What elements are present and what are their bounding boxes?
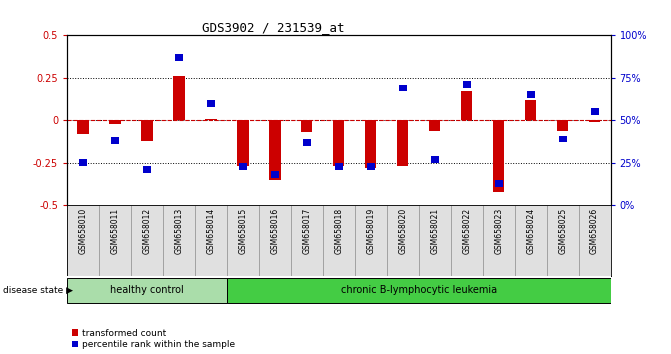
Text: GSM658017: GSM658017 bbox=[303, 208, 311, 255]
Bar bbox=[269, 120, 280, 180]
Bar bbox=[195, 205, 227, 276]
Bar bbox=[259, 205, 291, 276]
Bar bbox=[365, 120, 376, 168]
Bar bbox=[79, 159, 87, 166]
Bar bbox=[67, 278, 227, 303]
Text: GSM658022: GSM658022 bbox=[462, 208, 471, 254]
Bar bbox=[227, 205, 259, 276]
Bar bbox=[419, 205, 451, 276]
Bar bbox=[109, 120, 121, 124]
Bar bbox=[207, 100, 215, 107]
Text: GSM658025: GSM658025 bbox=[558, 208, 567, 255]
Bar bbox=[461, 91, 472, 120]
Text: GSM658010: GSM658010 bbox=[79, 208, 88, 255]
Text: GSM658026: GSM658026 bbox=[590, 208, 599, 255]
Title: GDS3902 / 231539_at: GDS3902 / 231539_at bbox=[203, 21, 345, 34]
Bar bbox=[397, 120, 409, 166]
Bar bbox=[559, 136, 566, 142]
Bar bbox=[67, 205, 99, 276]
Text: GSM658011: GSM658011 bbox=[111, 208, 119, 254]
Text: GSM658013: GSM658013 bbox=[174, 208, 183, 255]
Bar bbox=[227, 278, 611, 303]
Bar bbox=[271, 171, 279, 178]
Bar bbox=[355, 205, 386, 276]
Bar bbox=[291, 205, 323, 276]
Text: healthy control: healthy control bbox=[110, 285, 184, 295]
Text: GSM658015: GSM658015 bbox=[238, 208, 248, 255]
Bar bbox=[463, 81, 471, 88]
Bar bbox=[515, 205, 547, 276]
Bar bbox=[143, 166, 151, 173]
Text: GSM658024: GSM658024 bbox=[526, 208, 535, 255]
Bar bbox=[173, 76, 185, 120]
Bar bbox=[547, 205, 578, 276]
Bar bbox=[557, 120, 568, 131]
Bar bbox=[429, 120, 440, 131]
Bar bbox=[335, 163, 343, 170]
Bar bbox=[399, 85, 407, 91]
Bar bbox=[578, 205, 611, 276]
Text: GSM658023: GSM658023 bbox=[495, 208, 503, 255]
Text: GSM658016: GSM658016 bbox=[270, 208, 279, 255]
Text: GSM658018: GSM658018 bbox=[334, 208, 344, 254]
Bar bbox=[163, 205, 195, 276]
Bar bbox=[238, 120, 248, 166]
Bar bbox=[589, 120, 601, 122]
Bar bbox=[111, 137, 119, 144]
Bar bbox=[99, 205, 131, 276]
Legend: transformed count, percentile rank within the sample: transformed count, percentile rank withi… bbox=[72, 329, 236, 349]
Bar bbox=[367, 163, 375, 170]
Text: disease state ▶: disease state ▶ bbox=[3, 286, 73, 295]
Text: GSM658021: GSM658021 bbox=[430, 208, 440, 254]
Text: GSM658014: GSM658014 bbox=[207, 208, 215, 255]
Text: GSM658019: GSM658019 bbox=[366, 208, 375, 255]
Bar bbox=[386, 205, 419, 276]
Bar bbox=[323, 205, 355, 276]
Bar bbox=[303, 139, 311, 146]
Bar bbox=[239, 163, 247, 170]
Bar bbox=[495, 180, 503, 187]
Bar bbox=[333, 120, 344, 166]
Bar bbox=[431, 156, 439, 163]
Bar bbox=[301, 120, 313, 132]
Bar bbox=[77, 120, 89, 134]
Bar bbox=[493, 120, 505, 192]
Text: GSM658020: GSM658020 bbox=[399, 208, 407, 255]
Bar bbox=[451, 205, 482, 276]
Text: GSM658012: GSM658012 bbox=[142, 208, 152, 254]
Bar bbox=[205, 119, 217, 120]
Bar bbox=[175, 54, 183, 61]
Bar bbox=[131, 205, 163, 276]
Bar bbox=[142, 120, 152, 141]
Bar bbox=[482, 205, 515, 276]
Bar bbox=[590, 108, 599, 115]
Bar bbox=[527, 91, 535, 98]
Bar bbox=[525, 100, 536, 120]
Text: chronic B-lymphocytic leukemia: chronic B-lymphocytic leukemia bbox=[341, 285, 497, 295]
